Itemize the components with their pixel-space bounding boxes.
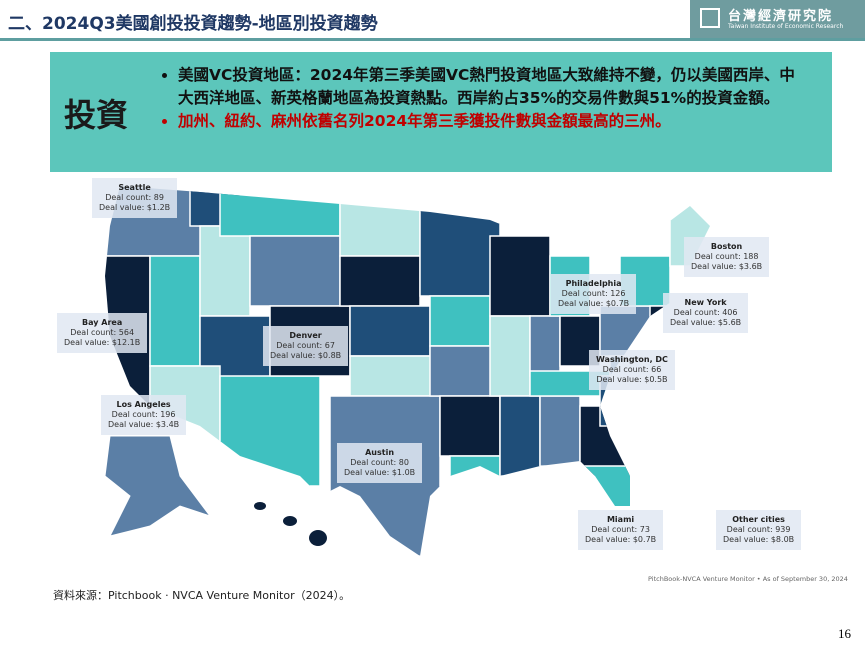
source: 資料來源：Pitchbook · NVCA Venture Monitor（20…	[53, 589, 351, 602]
callout-value: Deal value: $0.7B	[585, 535, 657, 544]
summary-box: 投資 美國VC投資地區：2024年第三季美國VC熱門投資地區大致維持不變，仍以美…	[50, 52, 832, 172]
logo-icon	[700, 8, 720, 28]
page-number: 16	[838, 626, 851, 641]
hawaii	[283, 516, 297, 526]
callout-value: Deal value: $0.8B	[270, 351, 342, 360]
callout: Austin Deal count: 80 Deal value: $1.0B	[337, 443, 423, 483]
callout-count: Deal count: 939	[726, 525, 791, 534]
callout-city: Philadelphia	[565, 279, 622, 288]
callout-value: Deal value: $1.0B	[344, 468, 416, 477]
callout-value: Deal value: $8.0B	[723, 535, 795, 544]
callout-city: Los Angeles	[116, 400, 171, 409]
callout-value: Deal value: $0.5B	[596, 375, 668, 384]
callout: Bay Area Deal count: 564 Deal value: $12.1…	[57, 313, 148, 353]
callout-count: Deal count: 188	[694, 252, 759, 261]
callout: Philadelphia Deal count: 126 Deal value: $…	[551, 274, 637, 314]
callout-value: Deal value: $1.2B	[99, 203, 171, 212]
callout-value: Deal value: $0.7B	[558, 299, 630, 308]
callout-value: Deal value: $3.6B	[691, 262, 763, 271]
header: 二、2024Q3美國創投投資趨勢-地區別投資趨勢 台灣經濟研究院 Taiwan …	[0, 0, 865, 41]
callout-count: Deal count: 196	[111, 410, 176, 419]
callout-city: Bay Area	[82, 318, 123, 327]
alaska	[104, 435, 212, 537]
logo-name: 台灣經濟研究院	[728, 9, 834, 24]
callout-value: Deal value: $3.4B	[108, 420, 180, 429]
callout-city: New York	[684, 298, 727, 307]
callout-city: Denver	[289, 331, 322, 340]
callout-value: Deal value: $12.1B	[64, 338, 141, 347]
callout-count: Deal count: 126	[561, 289, 626, 298]
callout-city: Miami	[606, 515, 635, 524]
logo-sub: Taiwan Institute of Economic Research	[728, 23, 844, 30]
callout-city: Austin	[365, 448, 395, 457]
us-map	[104, 186, 710, 556]
callout-value: Deal value: $5.6B	[670, 318, 742, 327]
hawaii	[254, 502, 266, 510]
logo: 台灣經濟研究院 Taiwan Institute of Economic Res…	[690, 0, 865, 38]
callout-count: Deal count: 80	[350, 458, 409, 467]
callout-count: Deal count: 73	[591, 525, 650, 534]
callout: Boston Deal count: 188 Deal value: $3.6B	[684, 237, 770, 277]
callout-count: Deal count: 89	[105, 193, 164, 202]
callout: New York Deal count: 406 Deal value: $5.6B	[663, 293, 749, 333]
callout: Denver Deal count: 67 Deal value: $0.8B	[263, 326, 349, 366]
callout: Seattle Deal count: 89 Deal value: $1.2B	[92, 178, 178, 218]
callout-count: Deal count: 67	[276, 341, 335, 350]
bullet-list: 美國VC投資地區：2024年第三季美國VC熱門投資地區大致維持不變，仍以美國西岸…	[162, 64, 798, 133]
callout-city: Boston	[710, 242, 743, 251]
slide-title: 二、2024Q3美國創投投資趨勢-地區別投資趨勢	[8, 14, 378, 34]
callout-count: Deal count: 406	[673, 308, 738, 317]
bullet: 美國VC投資地區：2024年第三季美國VC熱門投資地區大致維持不變，仍以美國西岸…	[178, 64, 798, 110]
callout: Miami Deal count: 73 Deal value: $0.7B	[578, 510, 664, 550]
hawaii	[309, 530, 327, 546]
bullet: 加州、紐約、麻州依舊名列2024年第三季獲投件數與金額最高的三州。	[178, 110, 798, 133]
summary-label: 投資	[64, 96, 129, 134]
callout: Washington, DC Deal count: 66 Deal value: …	[589, 350, 675, 390]
callout: Los Angeles Deal count: 196 Deal value: $3…	[101, 395, 187, 435]
callout: Other cities Deal count: 939 Deal value: $…	[716, 510, 802, 550]
callout-city: Other cities	[732, 515, 785, 524]
callout-city: Seattle	[118, 183, 151, 192]
map-source-note: PitchBook-NVCA Venture Monitor • As of S…	[648, 575, 848, 583]
callout-count: Deal count: 66	[602, 365, 662, 374]
callout-city: Washington, DC	[596, 355, 668, 364]
callout-count: Deal count: 564	[70, 328, 135, 337]
